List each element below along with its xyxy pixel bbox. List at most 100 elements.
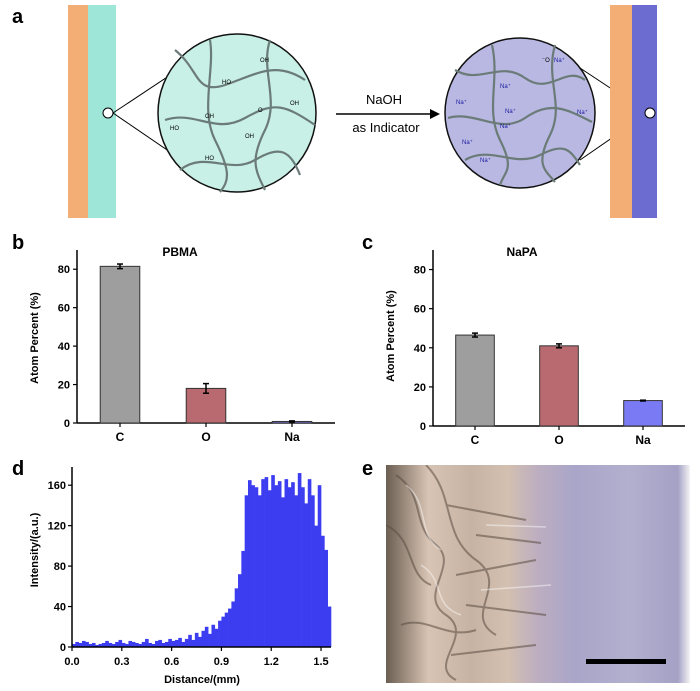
intensity-xtick-label: 0.6	[164, 656, 179, 668]
intensity-bar	[191, 639, 196, 647]
intensity-bar	[95, 644, 99, 647]
intensity-bar	[284, 479, 289, 647]
intensity-bar	[184, 638, 189, 647]
intensity-xtick-label: 0.9	[214, 656, 229, 668]
highlight-ridges	[405, 484, 552, 616]
intensity-bar	[201, 630, 206, 647]
intensity-bar	[264, 477, 269, 647]
panel-letter-e: e	[362, 458, 374, 480]
salt-na-6: Na⁺	[500, 123, 511, 130]
intensity-bar	[247, 480, 252, 647]
intensity-bar	[125, 643, 129, 647]
intensity-bar	[261, 479, 265, 647]
intensity-bar	[155, 640, 159, 647]
intensity-bar	[145, 638, 149, 647]
salt-groups: Na⁺ Na⁺ Na⁺ Na⁺ Na⁺ Na⁺ Na⁺ Na⁺ ⁻O	[456, 57, 588, 164]
intensity-bar	[287, 487, 292, 647]
napa-bar-o	[539, 345, 579, 427]
salt-na-5: Na⁺	[577, 109, 588, 116]
panel-letter-a: a	[12, 6, 24, 28]
arrow-label-top: NaOH	[366, 92, 402, 107]
intensity-bar	[111, 643, 116, 647]
pbma-ytick-label: 80	[58, 264, 70, 276]
pbma-category-label: C	[116, 430, 125, 444]
intensity-xtick-label: 0.0	[64, 656, 79, 668]
intensity-bar	[281, 497, 285, 647]
intensity-xtick-label: 1.2	[264, 656, 279, 668]
pbma-category-label: O	[201, 430, 210, 444]
zoom-marker-right	[644, 107, 656, 119]
acid-ho-3: HO	[205, 156, 214, 162]
intensity-ytick-label: 120	[48, 521, 66, 533]
intensity-bar	[214, 628, 219, 647]
pbma-bar-c	[99, 265, 141, 424]
intensity-plot-area: 0 40 80 120 160 0.0 0.3 0.6 0.9 1.2 1.5	[48, 467, 332, 668]
salt-na-8: Na⁺	[462, 139, 473, 146]
intensity-bar	[257, 495, 262, 647]
pbma-ylabel: Atom Percent (%)	[29, 292, 41, 384]
intensity-bar	[85, 641, 89, 647]
intensity-bar	[198, 636, 202, 647]
acid-oh-2: OH	[205, 114, 214, 120]
panel-letter-d: d	[12, 458, 25, 480]
intensity-bar	[231, 601, 236, 647]
intensity-bar	[118, 639, 123, 647]
fracture-lines	[386, 465, 547, 681]
intensity-bar	[204, 626, 209, 647]
pbma-ytick-label: 0	[64, 418, 70, 430]
napa-plot-area: 0 20 40 60 80 C O Na	[414, 250, 685, 447]
pbma-ytick-label: 20	[58, 380, 70, 392]
napa-ytick-label: 40	[414, 343, 426, 355]
intensity-bar	[241, 550, 245, 647]
intensity-bar	[301, 487, 305, 647]
intensity-bar	[91, 642, 96, 647]
reaction-arrowhead	[430, 109, 440, 119]
arrow-label-bottom: as Indicator	[352, 120, 420, 135]
intensity-bar	[138, 643, 143, 647]
intensity-bar	[294, 495, 299, 647]
intensity-ytick-label: 0	[60, 642, 66, 654]
acid-ho-2: HO	[170, 126, 179, 132]
intensity-bar	[174, 639, 179, 647]
pbma-bar-chart: PBMA Atom Percent (%) 0 20 40 60 80 C O Na	[29, 245, 335, 444]
intensity-bar	[251, 485, 255, 647]
intensity-bar	[254, 487, 259, 647]
acid-oh-4: OH	[245, 134, 254, 140]
napa-ytick-label: 60	[414, 304, 426, 316]
intensity-ytick-label: 40	[54, 602, 66, 614]
polymer-chains-salt	[447, 44, 593, 186]
intensity-bar	[78, 642, 83, 647]
intensity-bar	[128, 640, 133, 647]
intensity-bar	[115, 641, 119, 647]
intensity-bar	[135, 642, 139, 647]
intensity-bar	[188, 634, 192, 647]
napa-ytick-label: 0	[420, 421, 426, 433]
napa-bar-na	[623, 400, 663, 427]
pbma-ytick-label: 40	[58, 341, 70, 353]
acid-oh-1: OH	[260, 58, 269, 64]
intensity-bar	[181, 641, 186, 647]
intensity-bar	[75, 641, 79, 647]
intensity-bar	[194, 632, 199, 647]
intensity-xtick-label: 1.5	[313, 656, 328, 668]
pbma-plot-area: 0 20 40 60 80 C O Na	[58, 250, 335, 444]
napa-bar-c	[455, 334, 495, 427]
intensity-bar	[161, 642, 166, 647]
intensity-bar	[321, 535, 325, 647]
salt-o-1: ⁻O	[542, 58, 550, 64]
pbma-ytick-label: 60	[58, 303, 70, 315]
intensity-bar	[171, 640, 176, 647]
intensity-bar	[148, 642, 152, 647]
intensity-bar	[211, 624, 216, 647]
acid-oh-3: OH	[290, 101, 299, 107]
intensity-bar	[304, 503, 309, 647]
photo-background	[386, 465, 690, 683]
scale-bar	[586, 659, 666, 664]
napa-bar-chart: NaPA Atom Percent (%) 0 20 40 60 80 C O Na	[385, 245, 685, 447]
intensity-ytick-label: 160	[48, 480, 66, 492]
intensity-bar	[164, 641, 169, 647]
pbma-title: PBMA	[162, 245, 198, 259]
intensity-bar	[178, 637, 182, 647]
intensity-ytick-label: 80	[54, 561, 66, 573]
acid-o-1: O	[258, 108, 263, 114]
